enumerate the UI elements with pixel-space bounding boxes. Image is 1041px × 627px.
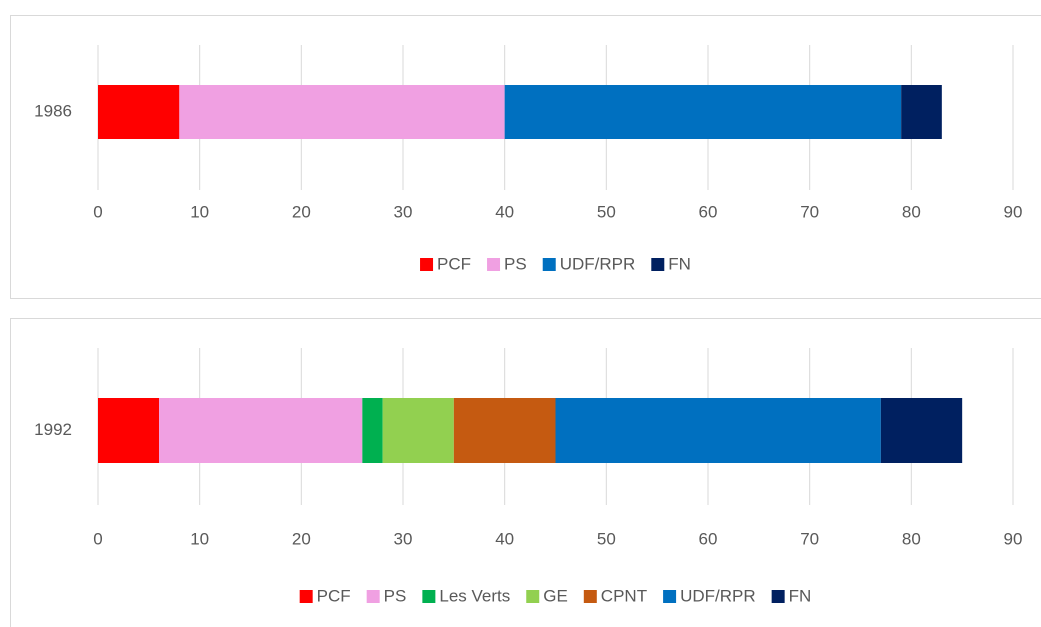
x-tick-label: 70 [800,202,819,221]
legend-swatch [583,590,597,603]
x-tick-label: 90 [1004,202,1023,221]
legend-label: FN [789,586,812,605]
legend-label: UDF/RPR [680,586,756,605]
x-tick-label: 60 [699,529,718,548]
x-tick-label: 30 [394,202,413,221]
x-tick-label: 70 [800,529,819,548]
legend-swatch [526,590,540,603]
legend-swatch [771,590,785,603]
legend-label: PS [384,586,407,605]
legend-label: PS [504,254,527,273]
x-tick-label: 10 [190,202,209,221]
legend-swatch [663,590,677,603]
bar-segment [453,398,556,463]
x-tick-label: 30 [394,529,413,548]
x-tick-label: 0 [93,202,102,221]
x-tick-label: 80 [902,529,921,548]
chart-frame [10,318,1041,627]
legend-swatch [542,258,556,271]
x-tick-label: 50 [597,202,616,221]
y-tick-label: 1986 [34,101,72,120]
bar-segment [555,398,881,463]
bar-segment [98,85,180,139]
x-tick-label: 80 [902,202,921,221]
x-tick-label: 60 [699,202,718,221]
bar-segment [159,398,363,463]
x-tick-label: 0 [93,529,102,548]
x-tick-label: 20 [292,529,311,548]
x-tick-label: 20 [292,202,311,221]
bar-segment [901,85,942,139]
x-tick-label: 90 [1004,529,1023,548]
legend-swatch [487,258,501,271]
x-tick-label: 40 [495,202,514,221]
legend-label: FN [668,254,691,273]
bar-segment [880,398,963,463]
legend-swatch [422,590,436,603]
legend-swatch [420,258,434,271]
legend-label: GE [543,586,568,605]
chart-frame [10,15,1041,299]
legend-label: PCF [437,254,471,273]
bar-segment [98,398,159,463]
legend-swatch [299,590,313,603]
y-tick-label: 1992 [34,420,72,439]
bar-segment [382,398,454,463]
bar-segment [362,398,383,463]
legend-swatch [651,258,665,271]
x-tick-label: 10 [190,529,209,548]
legend-label: UDF/RPR [560,254,636,273]
x-tick-label: 40 [495,529,514,548]
legend-label: CPNT [601,586,647,605]
bar-segment [504,85,902,139]
legend-label: Les Verts [439,586,510,605]
legend-swatch [366,590,380,603]
bar-segment [179,85,505,139]
legend-label: PCF [317,586,351,605]
x-tick-label: 50 [597,529,616,548]
